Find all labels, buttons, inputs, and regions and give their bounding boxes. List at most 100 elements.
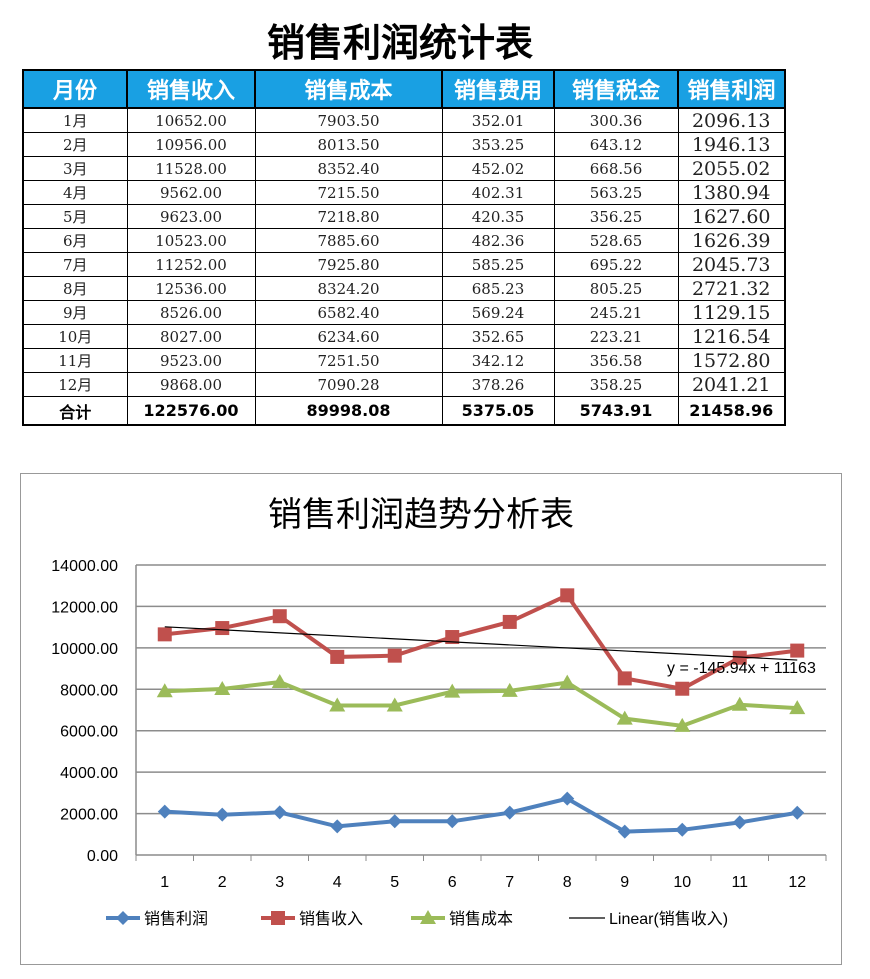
table-cell: 1572.80	[677, 348, 786, 373]
table-cell: 569.24	[441, 300, 555, 325]
legend-label: Linear(销售收入)	[609, 910, 728, 928]
table-row: 5月 9623.00 7218.80 420.35 356.25 1627.60	[22, 204, 786, 229]
table-cell: 3月	[22, 156, 128, 181]
table-cell: 6月	[22, 228, 128, 253]
legend-marker	[420, 910, 436, 924]
table-cell: 805.25	[553, 276, 679, 301]
trendline-equation: y = -145.94x + 11163	[667, 660, 816, 677]
table-cell: 482.36	[441, 228, 555, 253]
data-point	[157, 804, 172, 819]
data-point	[215, 807, 230, 822]
table-row: 4月 9562.00 7215.50 402.31 563.25 1380.94	[22, 180, 786, 205]
table-cell: 7月	[22, 252, 128, 277]
data-point	[732, 815, 747, 830]
x-tick-label: 7	[505, 874, 514, 891]
data-point	[732, 650, 747, 665]
column-header: 销售税金	[553, 69, 679, 109]
table-cell: 8013.50	[254, 132, 443, 157]
table-title: 销售利润统计表	[266, 21, 533, 65]
table-cell: 11528.00	[126, 156, 256, 181]
data-point	[215, 621, 230, 636]
table-cell: 378.26	[441, 372, 555, 397]
table-cell: 452.02	[441, 156, 555, 181]
data-point	[790, 643, 805, 658]
table-cell: 10652.00	[126, 107, 256, 133]
table-cell: 7218.80	[254, 204, 443, 229]
table-cell: 1129.15	[677, 300, 786, 325]
x-tick-label: 8	[563, 874, 572, 891]
legend-label: 销售收入	[299, 910, 363, 928]
y-tick-label: 2000.00	[60, 807, 118, 824]
table-cell: 2096.13	[677, 107, 786, 133]
y-tick-label: 6000.00	[60, 724, 118, 741]
legend-marker	[271, 911, 285, 925]
table-cell: 352.65	[441, 324, 555, 349]
data-point	[271, 673, 288, 688]
table-cell: 9868.00	[126, 372, 256, 397]
x-tick-label: 5	[390, 874, 399, 891]
data-point	[445, 814, 460, 829]
table-cell: 356.58	[553, 348, 679, 373]
data-point	[502, 805, 517, 820]
table-cell: 9562.00	[126, 180, 256, 205]
column-header: 销售利润	[677, 69, 786, 109]
table-row: 2月 10956.00 8013.50 353.25 643.12 1946.13	[22, 132, 786, 157]
data-point	[329, 697, 346, 712]
y-tick-label: 10000.00	[51, 641, 118, 658]
table-cell: 1380.94	[677, 180, 786, 205]
data-point	[330, 819, 345, 834]
table-cell: 528.65	[553, 228, 679, 253]
table-cell: 352.01	[441, 107, 555, 133]
table-cell: 6582.40	[254, 300, 443, 325]
data-point	[501, 682, 518, 697]
x-tick-label: 2	[218, 874, 227, 891]
column-header: 销售收入	[126, 69, 256, 109]
total-row: 合计 122576.00 89998.08 5375.05 5743.91 21458.9…	[22, 396, 786, 426]
table-cell: 223.21	[553, 324, 679, 349]
table-cell: 8月	[22, 276, 128, 301]
table-cell: 10月	[22, 324, 128, 349]
table-cell: 300.36	[553, 107, 679, 133]
data-point	[387, 648, 402, 663]
x-tick-label: 12	[788, 874, 806, 891]
data-point	[157, 627, 172, 642]
table-row: 3月 11528.00 8352.40 452.02 668.56 2055.02	[22, 156, 786, 181]
y-tick-label: 4000.00	[60, 765, 118, 782]
trend-chart: 销售利润趋势分析表 0.00 2000.00 4000.00 6000.00 8000.0…	[20, 473, 842, 965]
data-point	[330, 649, 345, 664]
table-cell: 2721.32	[677, 276, 786, 301]
total-cell: 89998.08	[254, 396, 443, 426]
chart-title: 销售利润趋势分析表	[268, 496, 574, 534]
data-point	[156, 683, 173, 698]
data-point	[674, 717, 691, 732]
x-tick-label: 3	[275, 874, 284, 891]
table-cell: 9月	[22, 300, 128, 325]
data-point	[617, 824, 632, 839]
data-point	[272, 805, 287, 820]
table-row: 10月 8027.00 6234.60 352.65 223.21 1216.54	[22, 324, 786, 349]
data-point	[214, 681, 231, 696]
column-header: 销售费用	[441, 69, 555, 109]
table-cell: 2月	[22, 132, 128, 157]
table-cell: 245.21	[553, 300, 679, 325]
sales-profit-table: 月份 销售收入 销售成本 销售费用 销售税金 销售利润 1月 10652.00 7903.50…	[22, 69, 786, 426]
table-cell: 7090.28	[254, 372, 443, 397]
total-cell: 合计	[22, 396, 128, 426]
table-cell: 402.31	[441, 180, 555, 205]
column-header: 月份	[22, 69, 128, 109]
table-row: 6月 10523.00 7885.60 482.36 528.65 1626.39	[22, 228, 786, 253]
x-tick-label: 9	[620, 874, 629, 891]
total-cell: 5375.05	[441, 396, 555, 426]
table-cell: 668.56	[553, 156, 679, 181]
legend-label: 销售利润	[144, 910, 208, 928]
data-point	[675, 822, 690, 837]
table-cell: 7885.60	[254, 228, 443, 253]
table-cell: 1946.13	[677, 132, 786, 157]
x-tick-label: 11	[731, 874, 748, 891]
total-cell: 21458.96	[677, 396, 786, 426]
data-point	[445, 630, 460, 645]
data-point	[789, 700, 806, 715]
data-point	[675, 681, 690, 696]
table-cell: 7903.50	[254, 107, 443, 133]
table-cell: 7251.50	[254, 348, 443, 373]
